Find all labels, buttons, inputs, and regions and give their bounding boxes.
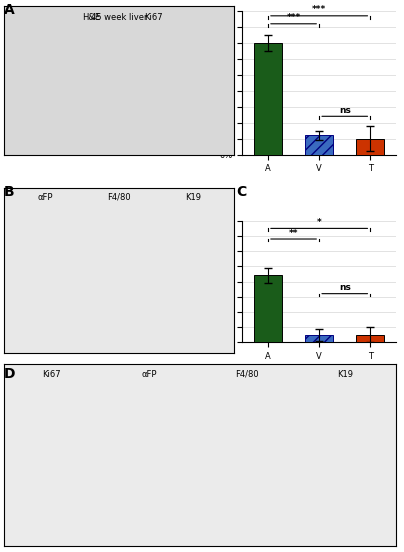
Bar [356,335,385,373]
Text: B: B [4,185,15,199]
Text: K19: K19 [185,193,201,201]
Text: Ki67: Ki67 [144,13,163,22]
Text: C: C [236,185,246,199]
Text: Ki67: Ki67 [42,370,60,379]
Text: αFP: αFP [38,193,53,201]
Text: ns: ns [339,283,351,293]
Text: K19: K19 [337,370,353,379]
Text: A: A [4,3,15,17]
Text: D: D [4,367,15,381]
Text: ***: *** [286,13,301,23]
Text: **: ** [289,229,298,238]
Bar [305,335,333,373]
Text: *: * [317,218,322,227]
Y-axis label: ALT/AST Ratio: ALT/AST Ratio [210,251,219,312]
Y-axis label: Ki67 Positive
(% of all nuclei): Ki67 Positive (% of all nuclei) [192,47,211,118]
Bar [254,43,282,155]
Text: 45 week liver: 45 week liver [91,13,147,22]
Text: F4/80: F4/80 [235,370,259,379]
Text: ns: ns [339,106,351,115]
Text: H&E: H&E [82,13,101,22]
Text: αFP: αFP [141,370,157,379]
Bar [305,135,333,155]
Bar [254,275,282,373]
Bar [356,139,385,155]
Text: ***: *** [312,6,326,14]
Text: F4/80: F4/80 [107,193,131,201]
